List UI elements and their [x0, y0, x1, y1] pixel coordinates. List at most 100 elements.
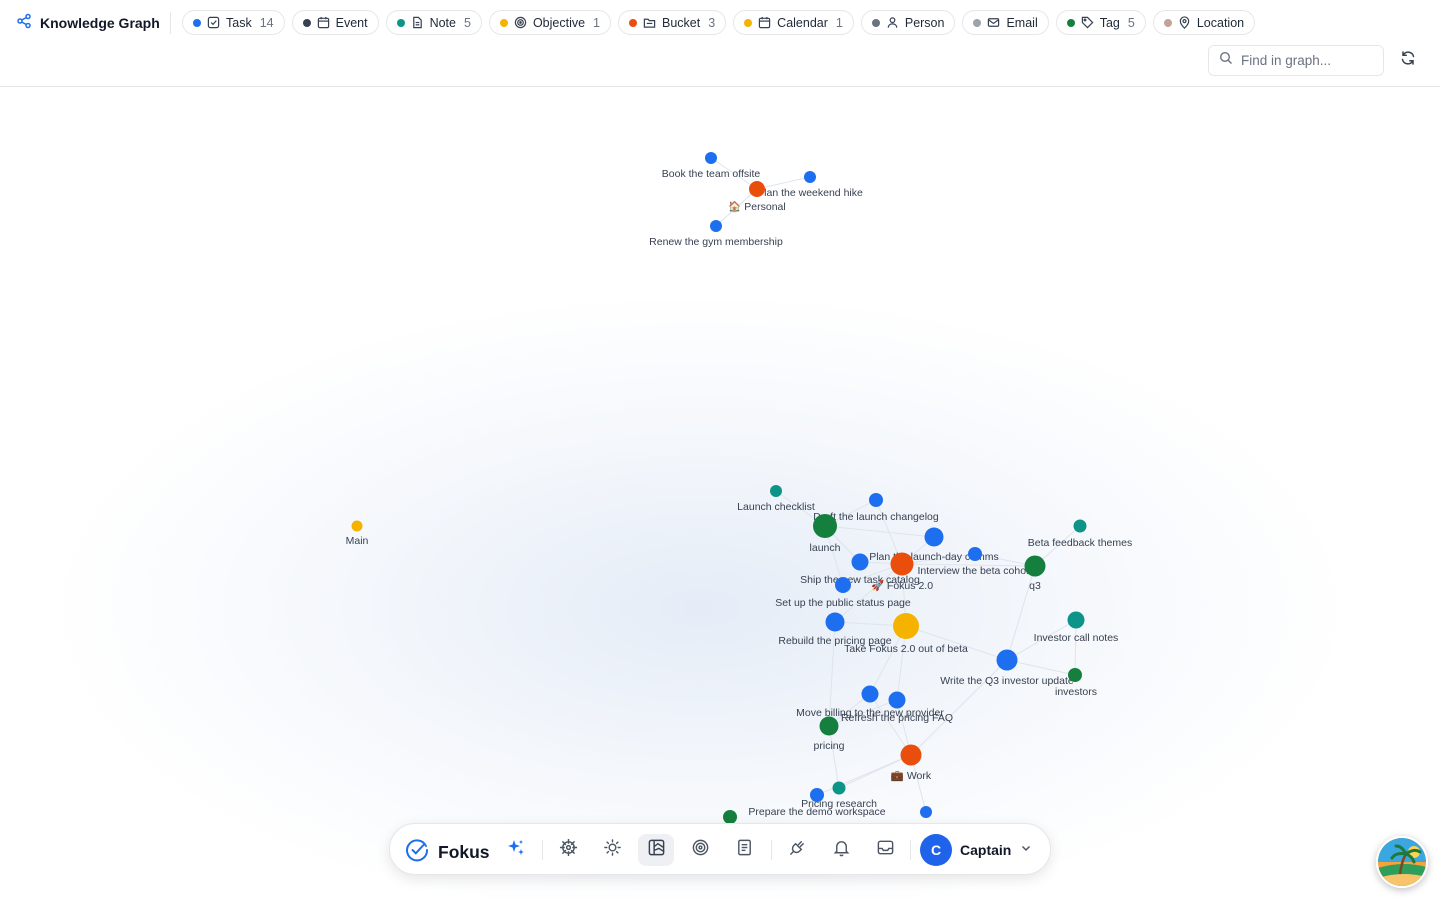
graph-node-fokus2[interactable]: 🚀 Fokus 2.0 [871, 552, 933, 593]
graph-node-callnotes[interactable]: Investor call notes [1034, 611, 1119, 645]
chip-count: 14 [259, 15, 274, 30]
graph-node-dot[interactable] [996, 649, 1018, 671]
dock-item-inbox[interactable] [873, 838, 897, 862]
graph-node-dot[interactable] [900, 744, 922, 766]
color-dot [396, 18, 405, 27]
chip-objective[interactable]: Objective 1 [488, 10, 611, 35]
graph-node-dot[interactable] [1024, 555, 1046, 577]
graph-node-investors[interactable]: investors [1055, 668, 1097, 698]
chip-person[interactable]: Person [860, 10, 956, 35]
dock-item-notes[interactable] [732, 838, 756, 862]
chip-task[interactable]: Task 14 [182, 10, 285, 35]
graph-svg[interactable]: Book the team offsite Plan the weekend hi… [0, 88, 1440, 900]
graph-canvas[interactable]: Book the team offsite Plan the weekend hi… [0, 88, 1440, 900]
graph-edge [756, 176, 811, 190]
graph-node-billing[interactable]: Move billing to the new provider [796, 685, 944, 720]
graph-node-demo[interactable]: Prepare the demo workspace [748, 788, 886, 818]
graph-node-label: investors [1055, 686, 1097, 698]
chip-bucket[interactable]: Bucket 3 [618, 10, 727, 35]
graph-node-checklist[interactable]: Launch checklist [737, 485, 815, 513]
graph-edge [824, 525, 935, 538]
chip-calendar[interactable]: Calendar 1 [733, 10, 854, 35]
graph-node-dot[interactable] [924, 527, 944, 547]
graph-node-dot[interactable] [825, 612, 845, 632]
graph-node-taskbottom[interactable] [920, 806, 932, 818]
graph-node-changelog[interactable]: Draft the launch changelog [813, 493, 939, 523]
graph-node-rebuild[interactable]: Rebuild the pricing page [778, 612, 892, 648]
graph-node-dot[interactable] [810, 788, 824, 802]
graph-node-dot[interactable] [770, 485, 782, 497]
dock-brand: Fokus [438, 842, 490, 862]
graph-node-dot[interactable] [813, 514, 837, 538]
graph-node-label: launch [810, 542, 841, 554]
dock-item-helm[interactable] [556, 838, 580, 862]
graph-node-dot[interactable] [920, 806, 932, 818]
chip-email[interactable]: Email [962, 10, 1049, 35]
dock-divider [771, 840, 772, 860]
graph-node-betafb[interactable]: Beta feedback themes [1028, 519, 1132, 550]
graph-node-dot[interactable] [705, 152, 717, 164]
graph-node-faq[interactable]: Refresh the pricing FAQ [841, 691, 953, 725]
graph-node-dot[interactable] [835, 577, 851, 593]
graph-node-dot[interactable] [851, 553, 869, 571]
graph-node-dot[interactable] [710, 220, 722, 232]
dock-logo[interactable]: Fokus [404, 837, 490, 868]
graph-node-dot[interactable] [890, 552, 914, 576]
search-input[interactable] [1241, 53, 1371, 68]
chip-label: Objective [532, 15, 586, 30]
chip-location[interactable]: Location [1152, 10, 1256, 35]
dock-item-integrations[interactable] [785, 838, 809, 862]
graph-node-dot[interactable] [819, 716, 839, 736]
graph-node-objective[interactable]: Take Fokus 2.0 out of beta [844, 613, 968, 655]
graph-edge [1006, 565, 1036, 661]
graph-node-dot[interactable] [804, 171, 816, 183]
graph-node-dot[interactable] [832, 781, 846, 795]
graph-edge [828, 725, 840, 789]
chip-note[interactable]: Note 5 [385, 10, 482, 35]
assistant-avatar-button[interactable] [1376, 836, 1428, 888]
graph-node-dot[interactable] [1068, 668, 1082, 682]
graph-node-gym[interactable]: Renew the gym membership [649, 220, 783, 248]
graph-node-dot[interactable] [1073, 519, 1087, 533]
chip-tag[interactable]: Tag 5 [1055, 10, 1146, 35]
graph-nodes[interactable]: Book the team offsite Plan the weekend hi… [346, 152, 1133, 824]
graph-search[interactable] [1208, 45, 1384, 76]
graph-node-dot[interactable] [893, 613, 919, 639]
ai-assistant-button[interactable] [504, 838, 528, 862]
user-menu[interactable]: C Captain [920, 834, 1033, 866]
file-text-icon [411, 16, 424, 29]
chip-event[interactable]: Event [291, 10, 379, 35]
graph-node-label: Launch checklist [737, 501, 815, 513]
dock-item-objectives[interactable] [688, 838, 712, 862]
graph-node-hike[interactable]: Plan the weekend hike [757, 171, 863, 199]
sparkles-icon [506, 838, 526, 863]
graph-node-dot[interactable] [861, 685, 879, 703]
graph-node-tagbottom[interactable] [723, 810, 737, 824]
graph-node-launch[interactable]: launch [810, 514, 841, 554]
graph-node-cohort[interactable]: Interview the beta cohort [918, 547, 1033, 577]
graph-node-catalog[interactable]: Ship the new task catalog [800, 553, 920, 587]
graph-node-work[interactable]: 💼 Work [891, 744, 932, 783]
dock-item-notifications[interactable] [829, 838, 853, 862]
graph-edge [828, 621, 836, 727]
graph-node-dot[interactable] [888, 691, 906, 709]
refresh-button[interactable] [1398, 50, 1418, 70]
graph-node-status[interactable]: Set up the public status page [775, 577, 911, 609]
dock-item-graph[interactable] [638, 834, 674, 866]
graph-node-q3update[interactable]: Write the Q3 investor update [940, 649, 1074, 688]
bottom-dock: Fokus C Captain [389, 823, 1051, 875]
graph-node-dot[interactable] [749, 181, 765, 197]
graph-node-main[interactable]: Main [346, 520, 369, 548]
graph-node-q3[interactable]: q3 [1024, 555, 1046, 593]
graph-node-dot[interactable] [723, 810, 737, 824]
dock-item-today[interactable] [600, 838, 624, 862]
graph-node-dot[interactable] [351, 520, 363, 532]
graph-node-pricing[interactable]: pricing [814, 716, 845, 753]
graph-node-personal[interactable]: 🏠 Personal [728, 181, 786, 213]
graph-node-dot[interactable] [968, 547, 982, 561]
graph-node-dot[interactable] [869, 493, 883, 507]
check-square-icon [207, 16, 220, 29]
graph-node-dot[interactable] [1067, 611, 1085, 629]
dock-divider [910, 840, 911, 860]
graph-node-book[interactable]: Book the team offsite [662, 152, 761, 180]
